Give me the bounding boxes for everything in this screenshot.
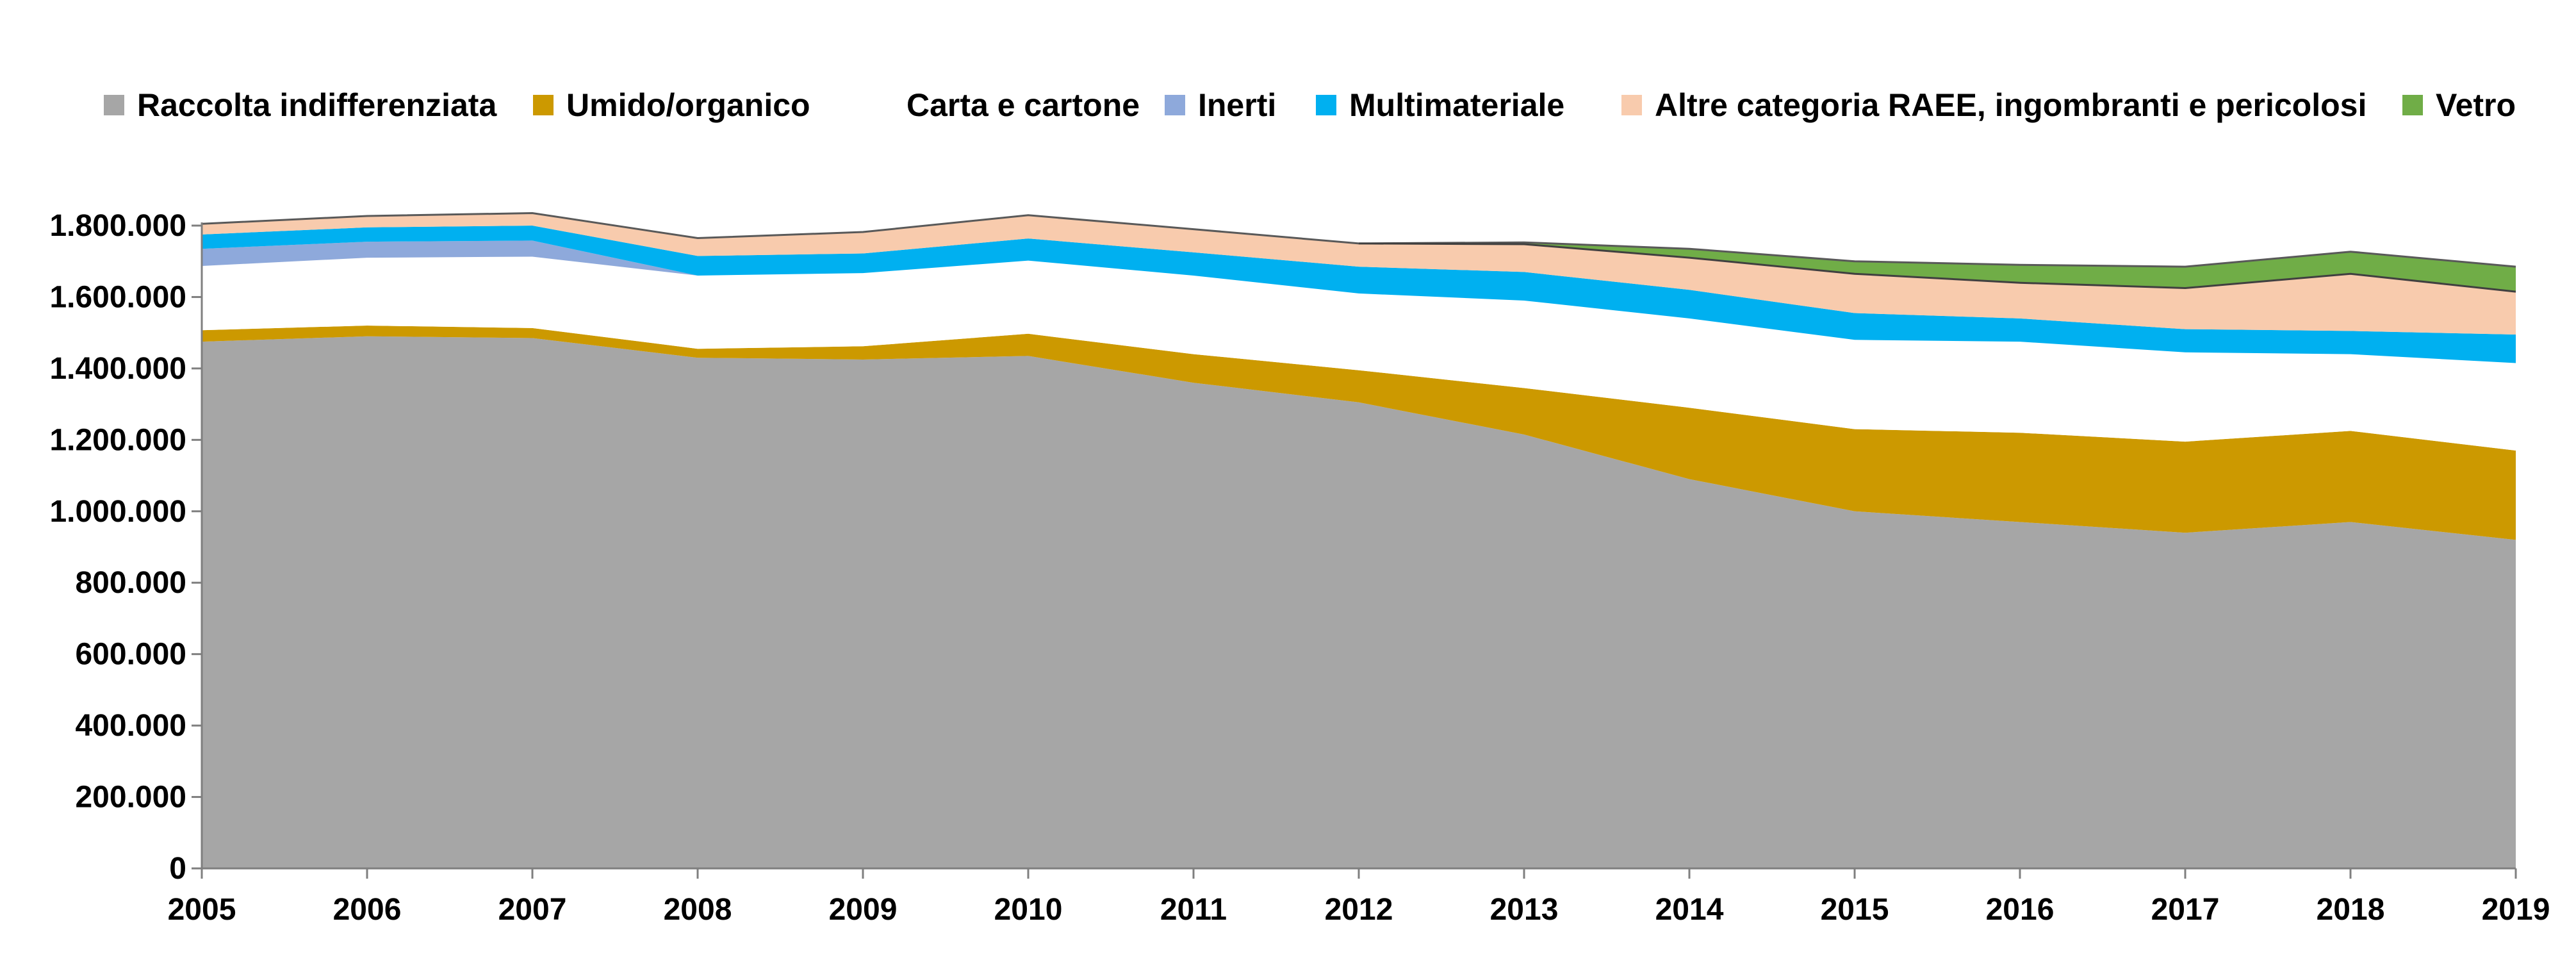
legend-label: Carta e cartone [907, 87, 1140, 123]
vetro-lower-outline [1358, 242, 2516, 293]
x-tick-label: 2009 [829, 893, 898, 927]
legend-item: Inerti [1165, 87, 1276, 123]
legend-swatch [1165, 95, 1185, 115]
legend-swatch [1316, 95, 1336, 115]
legend-label: Vetro [2436, 87, 2516, 123]
y-tick-label: 200.000 [75, 781, 186, 815]
series-areas [201, 211, 2516, 868]
legend-swatch [533, 95, 554, 115]
y-tick-label: 1.400.000 [49, 352, 186, 386]
x-tick-label: 2007 [498, 893, 567, 927]
legend-label: Inerti [1198, 87, 1276, 123]
legend-swatch [1621, 95, 1642, 115]
y-tick-label: 600.000 [75, 638, 186, 672]
series-area-6 [202, 213, 2516, 292]
y-tick-label: 1.800.000 [49, 209, 186, 243]
y-tick-label: 1.600.000 [49, 280, 186, 314]
legend-item: Altre categoria RAEE, ingombranti e peri… [1621, 87, 2367, 123]
y-tick-label: 1.000.000 [49, 495, 186, 529]
x-tick-label: 2008 [664, 893, 732, 927]
y-tick-label: 0 [169, 852, 186, 886]
series-area-0 [202, 336, 2516, 868]
y-tick-label: 400.000 [75, 709, 186, 743]
legend-item: Multimateriale [1316, 87, 1564, 123]
series-area-1 [202, 326, 2516, 540]
x-tick-label: 2018 [2317, 893, 2385, 927]
legend: Raccolta indifferenziata Umido/organico Ca… [104, 87, 2516, 123]
series-area-5 [202, 213, 2516, 335]
x-tick-label: 2005 [168, 893, 236, 927]
legend-label: Raccolta indifferenziata [137, 87, 497, 123]
x-tick-label: 2015 [1821, 893, 1889, 927]
legend-label: Umido/organico [566, 87, 810, 123]
x-tick-label: 2010 [994, 893, 1063, 927]
legend-swatch [104, 95, 124, 115]
series-area-2 [202, 256, 2516, 451]
x-tick-label: 2013 [1490, 893, 1559, 927]
series-area-4 [202, 226, 2516, 363]
x-tick-label: 2014 [1655, 893, 1724, 927]
legend-label: Altre categoria RAEE, ingombranti e peri… [1655, 87, 2367, 123]
x-tick-label: 2019 [2482, 893, 2550, 927]
series-area-3 [202, 240, 2516, 363]
y-tick-label: 1.200.000 [49, 423, 186, 457]
x-tick-label: 2006 [333, 893, 402, 927]
legend-label: Multimateriale [1349, 87, 1564, 123]
legend-item: Vetro [2402, 87, 2516, 123]
x-tick-label: 2012 [1325, 893, 1393, 927]
x-tick-label: 2011 [1160, 893, 1227, 927]
axes: 0 200.000 400.000 600.000 800.000 1.000.000 1.… [49, 209, 2550, 927]
legend-item: Carta e cartone [873, 87, 1140, 123]
legend-item: Umido/organico [533, 87, 810, 123]
legend-swatch [2402, 95, 2423, 115]
x-tick-label: 2017 [2151, 893, 2220, 927]
legend-item: Raccolta indifferenziata [104, 87, 497, 123]
y-tick-label: 800.000 [75, 566, 186, 600]
x-tick-label: 2016 [1986, 893, 2055, 927]
legend-swatch [873, 95, 894, 115]
